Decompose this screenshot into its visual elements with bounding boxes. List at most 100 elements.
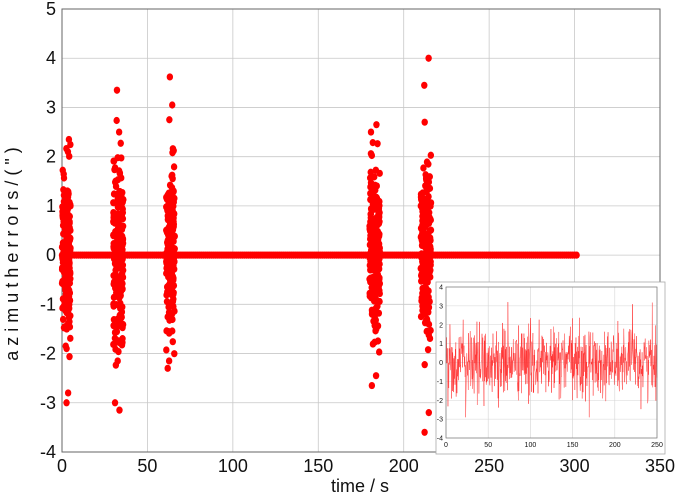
burst-extreme-point — [367, 128, 375, 136]
burst-point — [163, 226, 170, 234]
burst-extreme-point — [421, 118, 428, 126]
burst-point — [67, 226, 74, 235]
inset-y-tick-label: 4 — [439, 285, 443, 292]
burst-point — [423, 300, 430, 309]
burst-extreme-point — [166, 116, 173, 124]
burst-point — [169, 327, 176, 335]
burst-extreme-point — [368, 381, 376, 390]
inset-x-tick-label: 250 — [651, 442, 663, 449]
burst-point — [419, 217, 426, 225]
main-data-layer — [58, 54, 580, 436]
burst-point — [376, 287, 383, 295]
burst-point — [166, 280, 173, 289]
burst-extreme-point — [425, 54, 432, 62]
burst-extreme-point — [63, 345, 70, 353]
burst-point — [421, 319, 429, 327]
burst-point — [119, 324, 126, 332]
inset-plot-border — [445, 286, 658, 439]
burst-point — [171, 252, 178, 260]
x-tick-label: 350 — [645, 456, 675, 476]
burst-point — [426, 184, 434, 192]
burst-point — [369, 340, 377, 348]
burst-point — [110, 278, 118, 286]
burst-point — [422, 237, 429, 245]
y-tick-label: 5 — [46, 0, 56, 19]
burst-point — [169, 175, 176, 183]
burst-point — [422, 244, 429, 252]
burst-point — [119, 208, 127, 217]
main-plot-border — [61, 8, 661, 453]
burst-point — [370, 280, 377, 288]
inset-series-line — [445, 302, 658, 418]
burst-point — [169, 297, 177, 305]
burst-point — [119, 338, 126, 347]
burst-point — [376, 169, 383, 177]
burst-point — [117, 139, 124, 147]
burst-point — [370, 294, 378, 302]
burst-point — [163, 346, 170, 354]
burst-point — [372, 327, 379, 335]
burst-point — [163, 249, 171, 257]
burst-point — [170, 163, 178, 171]
burst-point — [417, 312, 425, 321]
burst-extreme-point — [165, 357, 173, 365]
inset-x-tick-label: 150 — [567, 442, 579, 449]
burst-point — [367, 150, 375, 158]
burst-point — [114, 291, 121, 299]
burst-extreme-point — [111, 399, 119, 407]
burst-point — [112, 271, 119, 279]
burst-point — [368, 306, 376, 314]
inset-x-tick-label: 50 — [484, 442, 492, 449]
burst-extreme-point — [65, 135, 73, 144]
burst-point — [376, 201, 383, 210]
y-tick-label: 2 — [46, 147, 56, 167]
burst-point — [67, 334, 74, 342]
burst-point — [418, 270, 425, 279]
burst-point — [373, 193, 380, 201]
burst-extreme-point — [64, 389, 72, 397]
burst-point — [426, 250, 434, 258]
burst-extreme-point — [115, 128, 123, 136]
burst-point — [423, 175, 430, 183]
burst-point — [417, 264, 425, 273]
burst-point — [424, 346, 432, 354]
burst-point — [370, 265, 377, 273]
burst-point — [369, 228, 376, 237]
inset-y-tick-label: 2 — [439, 322, 443, 329]
burst-point — [170, 210, 178, 218]
burst-point — [66, 219, 73, 227]
burst-point — [65, 250, 72, 258]
x-tick-label: 100 — [218, 456, 248, 476]
burst-point — [423, 327, 430, 335]
inset-x-tick-label: 0 — [444, 442, 448, 449]
burst-point — [115, 189, 122, 197]
burst-point — [113, 322, 121, 330]
burst-point — [375, 348, 383, 356]
burst-point — [113, 116, 120, 125]
burst-point — [65, 304, 73, 312]
burst-point — [60, 257, 67, 265]
burst-point — [376, 275, 383, 284]
burst-point — [366, 251, 374, 259]
burst-extreme-point — [114, 357, 121, 365]
burst-point — [118, 154, 125, 162]
y-tick-label: -3 — [40, 393, 56, 413]
burst-point — [167, 243, 175, 251]
burst-point — [170, 198, 177, 206]
x-tick-label: 0 — [57, 456, 67, 476]
burst-extreme-point — [64, 148, 72, 156]
burst-point — [114, 203, 122, 211]
burst-point — [421, 361, 428, 369]
burst-point — [112, 177, 119, 185]
burst-point — [61, 263, 69, 271]
burst-point — [372, 186, 379, 194]
inset-y-tick-label: -4 — [437, 436, 443, 443]
inset-y-tick-label: -2 — [437, 398, 443, 405]
burst-point — [61, 197, 69, 205]
burst-point — [110, 232, 117, 240]
y-axis-label: a z i m u t h e r r o r s / ( " ) — [2, 147, 22, 360]
inset-x-tick-label: 100 — [525, 442, 537, 449]
burst-point — [119, 285, 126, 293]
burst-point — [369, 139, 377, 147]
